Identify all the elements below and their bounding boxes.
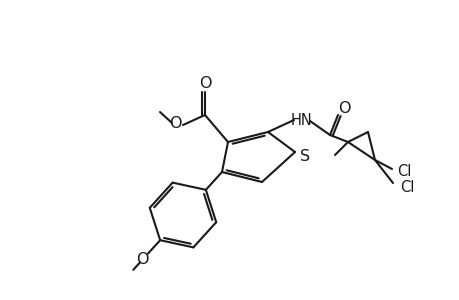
- Text: O: O: [337, 100, 349, 116]
- Text: O: O: [168, 116, 181, 130]
- Text: Cl: Cl: [399, 179, 413, 194]
- Text: O: O: [136, 252, 149, 267]
- Text: Cl: Cl: [396, 164, 410, 178]
- Text: HN: HN: [291, 112, 312, 128]
- Text: O: O: [198, 76, 211, 91]
- Text: S: S: [299, 148, 309, 164]
